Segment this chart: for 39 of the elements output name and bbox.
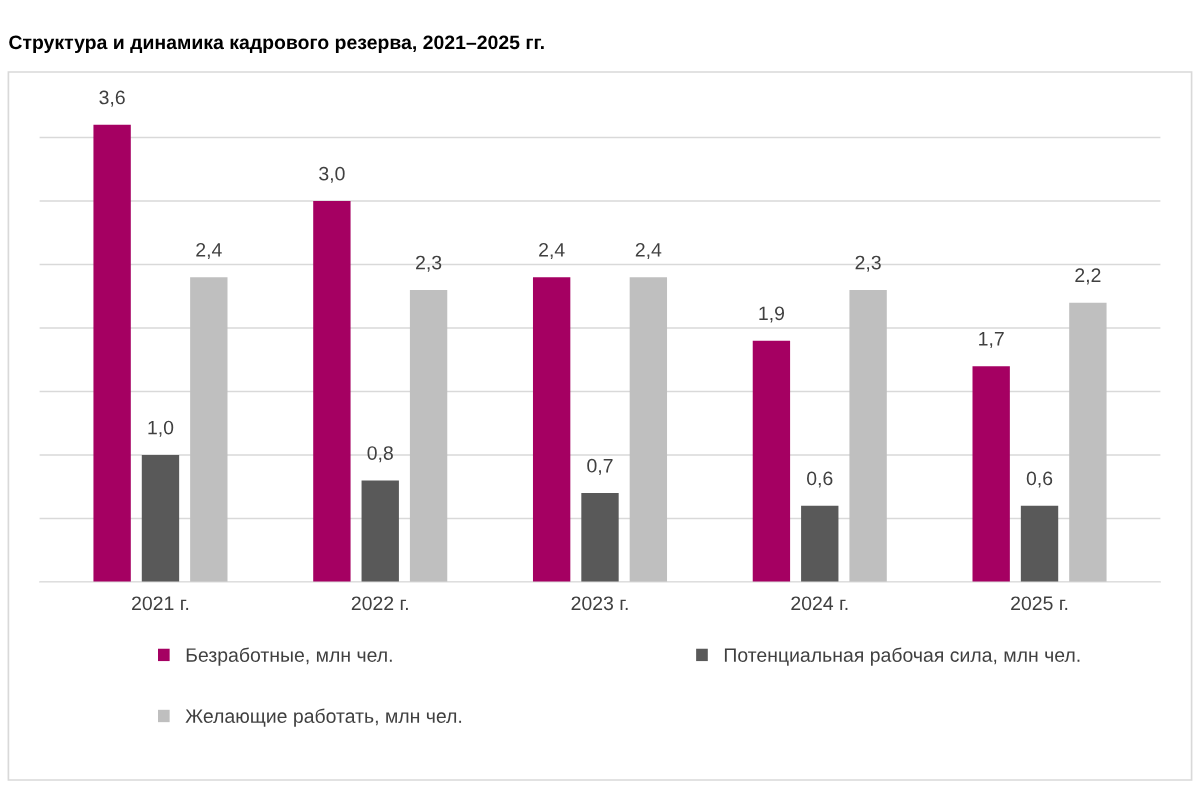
x-tick-label: 2021 г. <box>132 596 189 611</box>
data-label: 3,6 <box>99 90 125 107</box>
data-label: 2,4 <box>539 242 565 260</box>
x-tick-label: 2022 г. <box>351 596 408 611</box>
bar <box>801 505 839 582</box>
data-label: 1,9 <box>759 306 785 323</box>
data-label: 2,2 <box>1075 268 1101 285</box>
data-label: 0,8 <box>367 446 393 463</box>
data-label: 2,4 <box>635 242 662 260</box>
data-label: 2,3 <box>416 255 442 272</box>
data-label: 2,4 <box>196 242 222 260</box>
data-label: 2,3 <box>855 255 881 272</box>
data-label: 1,7 <box>979 332 1004 348</box>
bar <box>190 277 228 582</box>
data-label: 0,7 <box>587 458 613 475</box>
data-label: 0,6 <box>1026 471 1053 488</box>
legend-label: Безработные, млн чел. <box>186 647 392 666</box>
data-label: 3,0 <box>319 166 345 183</box>
chart-title: Структура и динамика кадрового резерва, 2021–2025 гг. <box>9 35 544 54</box>
bar <box>141 455 180 582</box>
x-tick-label: 2023 г. <box>571 596 628 611</box>
bar <box>361 480 399 582</box>
bar <box>752 340 791 582</box>
bar <box>629 277 668 582</box>
bar <box>1020 505 1059 582</box>
bar <box>93 124 131 582</box>
bar <box>972 366 1010 582</box>
bar <box>409 289 448 582</box>
bar <box>1069 302 1107 582</box>
legend-label: Потенциальная рабочая сила, млн чел. <box>724 647 1080 666</box>
bar <box>581 493 619 582</box>
x-tick-label: 2025 г. <box>1011 596 1068 611</box>
legend-label: Желающие работать, млн чел. <box>185 708 462 727</box>
data-label: 0,6 <box>807 471 833 488</box>
bar <box>532 277 571 582</box>
data-label: 1,0 <box>148 420 174 437</box>
bar <box>849 289 887 582</box>
x-tick-label: 2024 г. <box>791 596 848 611</box>
bar <box>313 201 351 582</box>
